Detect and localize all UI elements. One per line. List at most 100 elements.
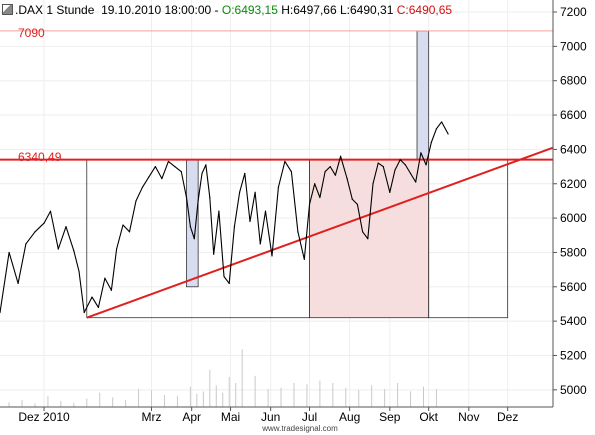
- price-point: [425, 164, 427, 166]
- price-point: [141, 186, 144, 188]
- price-point: [180, 171, 182, 173]
- x-tick-label: Nov: [458, 410, 479, 424]
- price-point: [197, 200, 199, 202]
- price-point: [223, 275, 225, 278]
- price-point: [314, 183, 316, 185]
- price-point: [17, 282, 19, 284]
- level-lines[interactable]: [0, 30, 553, 161]
- price-point: [122, 224, 124, 226]
- y-tick-label: 6000: [560, 211, 587, 225]
- price-point: [115, 248, 118, 250]
- price-point: [167, 160, 169, 163]
- price-series: [0, 121, 449, 314]
- x-tick-label: Aug: [339, 410, 360, 424]
- price-point: [372, 183, 374, 185]
- datetime: 19.10.2010 18:00:00: [101, 3, 212, 17]
- price-point: [49, 210, 52, 212]
- price-point: [213, 253, 215, 255]
- low-value: L:6490,31: [339, 3, 394, 17]
- price-point: [303, 258, 305, 260]
- symbol: .DAX: [15, 3, 44, 17]
- price-point: [308, 203, 311, 205]
- price-point: [8, 251, 10, 254]
- target-level-label: 7090: [18, 26, 45, 40]
- price-point: [249, 220, 251, 223]
- price-point: [435, 128, 438, 130]
- price-point: [78, 270, 80, 272]
- price-point: [65, 226, 67, 228]
- price-point: [394, 169, 396, 171]
- watermark: www.tradesignal.com: [261, 424, 338, 433]
- price-point: [244, 172, 246, 175]
- trend-line[interactable]: [86, 146, 554, 319]
- price-point: [329, 165, 331, 168]
- price-point: [185, 196, 188, 199]
- x-tick-label: Jun: [261, 410, 280, 424]
- open-value: O:6493,15: [221, 3, 278, 17]
- price-point: [367, 238, 369, 240]
- price-point: [362, 231, 364, 233]
- price-point: [97, 306, 100, 308]
- price-point: [205, 164, 207, 166]
- price-point: [193, 238, 195, 240]
- price-point: [277, 186, 280, 188]
- price-point: [57, 248, 59, 250]
- x-tick-label: Okt: [419, 410, 438, 424]
- price-point: [447, 133, 449, 135]
- price-point: [271, 255, 273, 257]
- price-point: [189, 226, 191, 228]
- price-point: [382, 165, 384, 168]
- price-point: [430, 141, 432, 144]
- y-tick-label: 5200: [560, 348, 587, 362]
- price-point: [154, 165, 157, 168]
- price-point: [297, 231, 299, 233]
- price-point: [148, 176, 150, 178]
- y-tick-label: 5800: [560, 245, 587, 259]
- price-point: [409, 172, 412, 175]
- price-point: [135, 200, 137, 202]
- price-point: [228, 282, 230, 284]
- range-boxes: [86, 159, 509, 319]
- price-point: [174, 165, 176, 168]
- price-point: [83, 311, 85, 314]
- price-point: [43, 222, 45, 224]
- price-point: [34, 231, 36, 233]
- x-tick-label: Dez 2010: [18, 410, 70, 424]
- interval: 1 Stunde: [46, 3, 95, 17]
- price-point: [389, 191, 391, 193]
- price-point: [415, 181, 417, 183]
- price-point: [238, 191, 241, 193]
- price-point: [284, 160, 286, 163]
- price-point: [259, 243, 261, 245]
- x-tick-label: Mai: [221, 410, 240, 424]
- price-point: [254, 191, 256, 193]
- close-value: C:6490,65: [396, 3, 453, 17]
- price-point: [91, 296, 93, 298]
- price-point: [233, 226, 236, 228]
- y-tick-label: 6400: [560, 142, 587, 156]
- x-tick-label: Jul: [302, 410, 317, 424]
- price-point: [264, 210, 267, 212]
- price-point: [319, 196, 321, 199]
- price-line: [0, 121, 449, 314]
- price-point: [209, 196, 211, 199]
- volume-bars: [8, 349, 437, 407]
- target-bar: [416, 30, 430, 161]
- price-point: [218, 210, 220, 212]
- x-tick-label: Dez: [497, 410, 518, 424]
- chart-icon: [2, 4, 13, 15]
- price-point: [201, 172, 203, 175]
- price-point: [0, 311, 1, 314]
- price-point: [377, 162, 379, 164]
- price-point: [441, 121, 443, 123]
- price-point: [420, 152, 422, 154]
- y-tick-label: 5400: [560, 314, 587, 328]
- y-tick-label: 6800: [560, 74, 587, 88]
- price-point: [128, 231, 131, 233]
- price-point: [161, 177, 163, 180]
- x-tick-label: Sep: [379, 410, 401, 424]
- y-tick-label: 6600: [560, 108, 587, 122]
- high-value: H:6497,66: [281, 3, 337, 17]
- axes: 7200 7000 6800 6600 6400 6200 6000 5800 5600 5400…: [0, 0, 587, 424]
